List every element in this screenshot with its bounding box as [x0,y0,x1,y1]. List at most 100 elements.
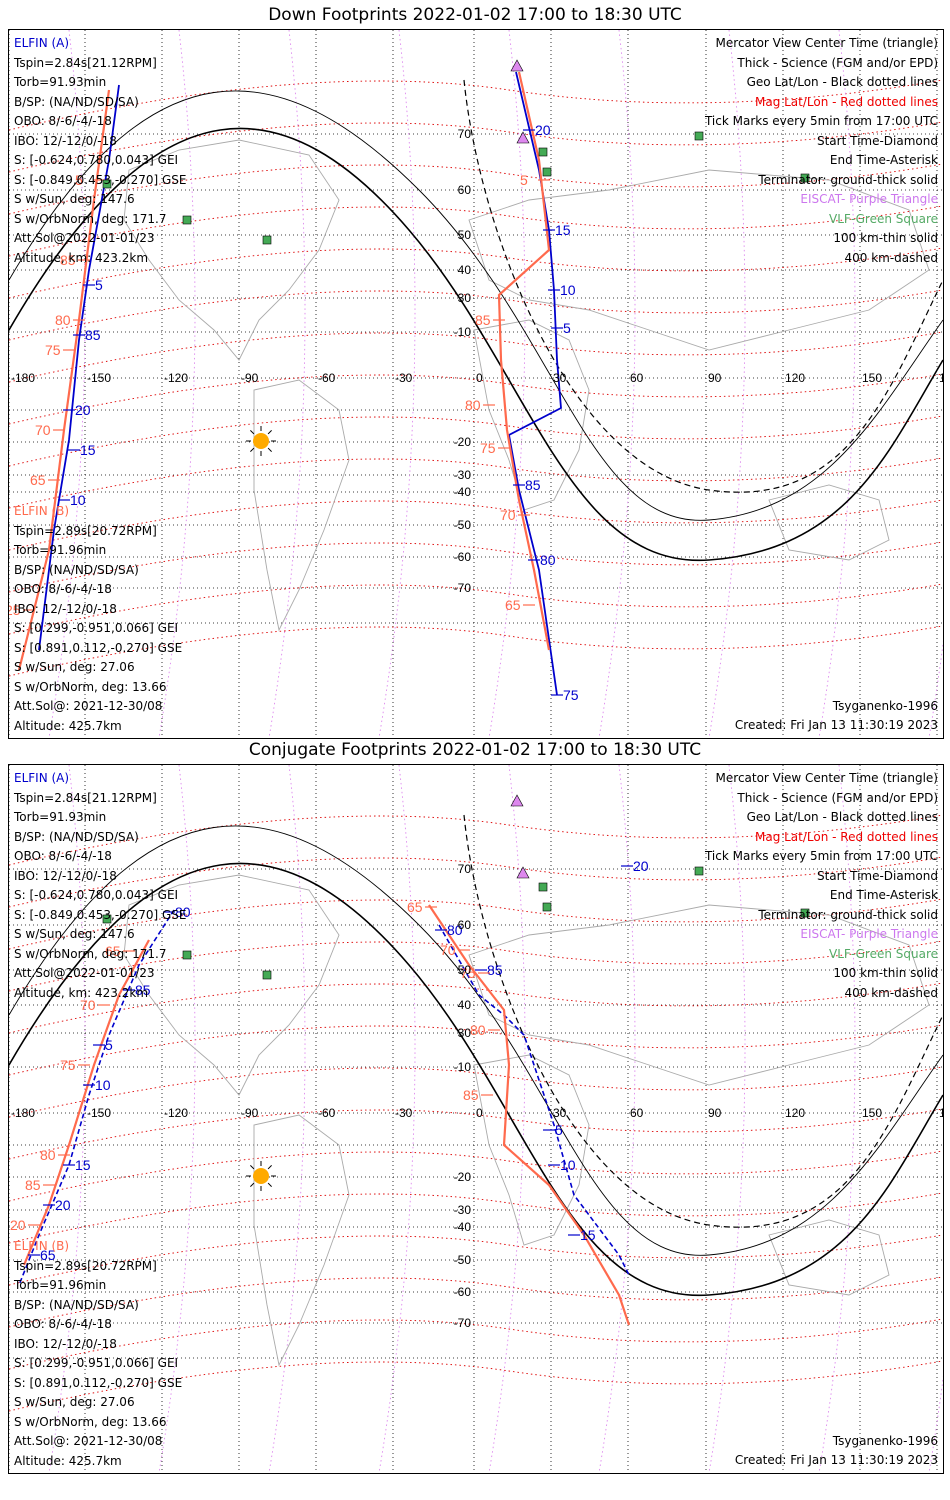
info-line: IBO: 12/-12/0/-18 [14,601,117,616]
map-markers [102,59,810,456]
track-tick-label: 10 [70,492,86,508]
legend: Mercator View Center Time (triangle) Thi… [705,34,938,268]
sun-disc [253,1168,269,1184]
lat-tick-label: -50 [454,518,472,532]
lat-tick-label: -60 [454,550,472,564]
square-icon [694,131,704,141]
lat-tick-label: -40 [454,485,472,499]
track-tick-label: 5 [520,172,528,188]
info-line: Att.Sol@2022-01-01/23 [14,966,155,980]
legend-item: Mag Lat/Lon - Red dotted lines [754,94,938,109]
mag-grid [9,765,943,1473]
coastline [768,484,890,561]
square-icon [182,215,192,225]
lon-tick-label: -90 [241,371,259,385]
lat-tick-label: -70 [454,581,472,595]
lat-tick-label: -30 [454,468,472,482]
info-line: Altitude: 425.7km [14,1453,122,1468]
track-tick-label: 20 [75,402,91,418]
coastline [768,1219,890,1296]
terminator-400km [463,814,943,1228]
track-tick-label: 65 [105,943,121,959]
legend-item: Mag Lat/Lon - Red dotted lines [754,829,938,844]
terminator-ground [9,127,943,561]
map-markers [102,794,810,1191]
info-line: Att.Sol@2022-01-01/23 [14,231,155,245]
model-credit: Tsyganenko-1996 Created: Fri Jan 13 11:3… [735,1432,938,1470]
square-icon [542,167,552,177]
mag-latitude-line [9,1318,943,1370]
mag-latitude-line [9,1024,943,1076]
track-tick-label: 85 [135,982,151,998]
track-tick-label: 70 [500,507,516,523]
sun-ray [250,1165,255,1170]
legend-item: Start Time-Diamond [816,133,938,148]
track-tick-label: 20 [633,858,649,874]
mag-longitude-line [488,765,526,1473]
track-tick-label: 75 [460,965,476,981]
coastlines [123,874,930,1367]
sun-ray [267,447,272,452]
info-line: OBO: 8/-6/-4/-18 [14,1317,112,1331]
mag-latitude-line [9,1150,943,1202]
square-icon [542,902,552,912]
elfin-b-info: ELFIN (B) Tspin=2.89s[20.72RPM] Torb=91.… [14,502,182,736]
info-line: S: [0.891,0.112,-0.270] GSE [14,640,183,655]
mag-latitude-line [9,1192,943,1244]
info-line: IBO: 12/-12/0/-18 [14,1336,117,1351]
track-tick-label: 20 [535,122,551,138]
mag-latitude-line [9,163,943,215]
mag-latitude-line [9,541,943,593]
info-line: S: [-0.624,0.780,0.043] GEI [14,888,179,902]
mag-longitude-line [708,30,746,738]
legend-item: VLF-Green Square [829,946,938,961]
info-line: S: [0.299,-0.951,0.066] GEI [14,1356,179,1370]
sun-ray [267,430,272,435]
mag-longitude-line [378,30,416,738]
track-tick-label: 85 [487,962,503,978]
track-tick-label: 80 [470,1022,486,1038]
info-line: S w/OrbNorm, deg: 13.66 [14,1414,167,1429]
legend-item: EISCAT- Purple Triangle [800,927,938,941]
lon-tick-label: -180 [11,1106,35,1120]
elfin-a-info: ELFIN (A) Tspin=2.84s[21.12RPM] Torb=91.… [14,34,187,268]
info-line: Torb=91.93min [14,75,107,89]
sun-ray [267,1182,272,1187]
track-tick-label: 15 [75,1157,91,1173]
lon-tick-label: 0 [476,371,483,385]
lon-tick-label: 90 [708,371,722,385]
square-icon [538,147,548,157]
info-line: S w/Sun, deg: 147.6 [14,927,135,941]
triangle-icon [510,794,524,807]
track-tick-label: 15 [555,222,571,238]
mag-longitude-line [378,765,416,1473]
mag-latitude-line [9,856,943,908]
mag-latitude-line [9,1360,943,1412]
elfin-a-track [438,924,630,1276]
lat-tick-label: 70 [458,127,472,141]
legend-item: Start Time-Diamond [816,868,938,883]
mag-latitude-line [9,1066,943,1118]
info-line: Torb=91.96min [14,543,107,557]
track-tick-label: 15 [80,442,96,458]
track-tick-label: 5 [105,1037,113,1053]
lon-tick-label: 180 [939,1106,943,1120]
track-tick-label: 5 [563,320,571,336]
terminator-100km [9,825,943,1256]
mag-latitude-line [9,457,943,509]
lon-tick-label: 60 [630,1106,644,1120]
triangle-icon [516,866,530,879]
mag-grid [9,30,943,738]
track-tick-label: 20 [55,1197,71,1213]
square-icon [182,950,192,960]
mag-latitude-line [9,898,943,950]
lon-tick-label: 150 [862,371,882,385]
mag-longitude-line [488,30,526,738]
lon-tick-label: 90 [708,1106,722,1120]
lon-tick-label: -30 [395,371,413,385]
track-tick-label: 70 [440,942,456,958]
legend-item: End Time-Asterisk [829,888,938,902]
mag-longitude-line [818,30,856,738]
lon-tick-label: 30 [553,1106,567,1120]
sun-icon [246,426,276,456]
